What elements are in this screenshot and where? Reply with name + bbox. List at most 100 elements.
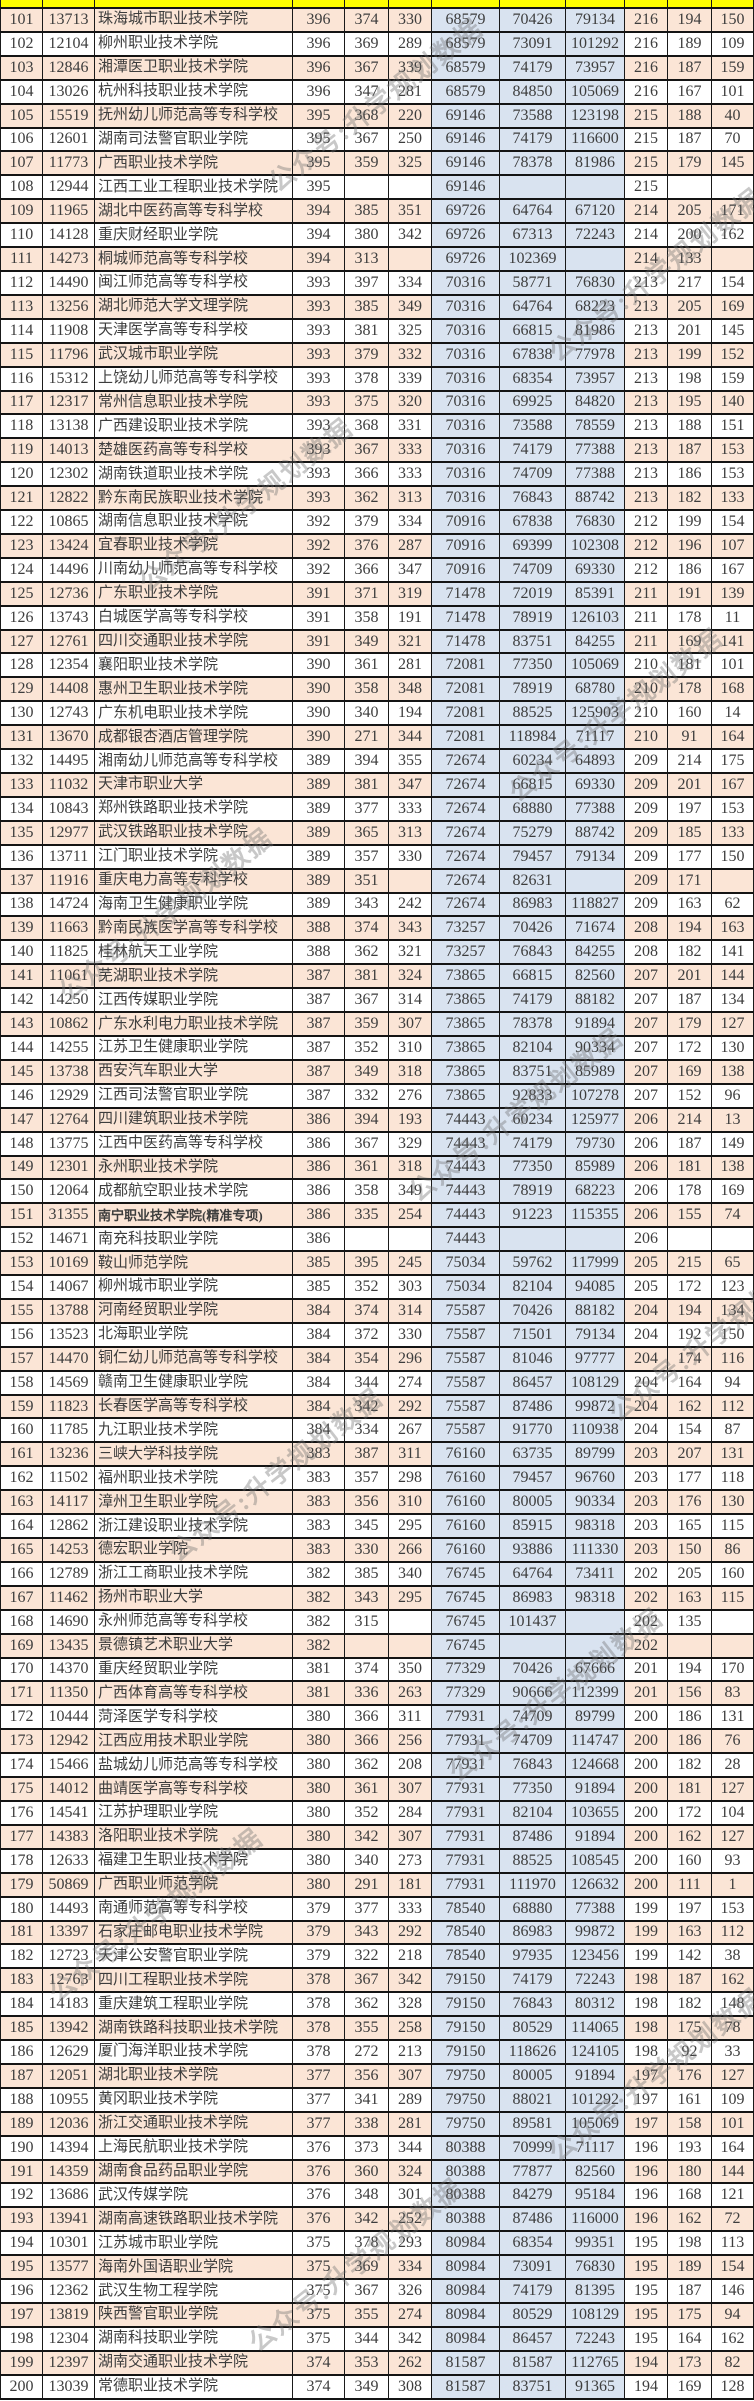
cell-score-b: 332: [345, 1084, 389, 1107]
cell-rank: 156: [0, 1323, 43, 1346]
cell-score-a: 384: [293, 1395, 345, 1418]
table-row: 103 12846 湘潭医卫职业技术学院 396 367 339 68579 74179 739…: [0, 56, 754, 81]
cell-score-b: 341: [345, 2088, 389, 2111]
cell-converted-a: 196: [625, 2160, 668, 2183]
cell-score-a: 396: [293, 56, 345, 79]
cell-converted-b: [668, 1634, 712, 1657]
table-row: 158 14569 赣南卫生健康职业学院 384 344 274 75587 86457 108…: [0, 1371, 754, 1396]
cell-converted-c: 76: [712, 1730, 754, 1753]
table-row: 177 14383 洛阳职业技术学院 380 342 307 77931 87486 91894…: [0, 1825, 754, 1850]
cell-score-b: 362: [345, 941, 389, 964]
cell-converted-b: 172: [668, 1276, 712, 1298]
cell-converted-a: 213: [625, 463, 668, 486]
cell-score-c: 333: [389, 439, 432, 462]
cell-converted-a: 199: [625, 1945, 668, 1968]
cell-converted-b: 179: [668, 1013, 712, 1035]
cell-score-c: 295: [389, 1515, 432, 1537]
cell-converted-a: 203: [625, 1491, 668, 1514]
cell-converted-b: 155: [668, 1204, 712, 1227]
cell-score-c: 301: [389, 2184, 432, 2207]
table-row: 115 11796 武汉城市职业学院 393 379 332 70316 67838 77978…: [0, 343, 754, 368]
cell-position-c: 77388: [566, 797, 625, 820]
cell-rank: 185: [0, 2017, 43, 2040]
cell-position-c: 81986: [566, 152, 625, 175]
cell-score-b: 369: [345, 32, 389, 55]
cell-converted-c: 65: [712, 1252, 754, 1275]
cell-rank: 138: [0, 893, 43, 916]
cell-score-a: 390: [293, 726, 345, 749]
cell-converted-c: 118: [712, 1467, 754, 1490]
cell-converted-b: 205: [668, 295, 712, 318]
cell-position-b: 72019: [500, 582, 566, 605]
cell-converted-a: 209: [625, 869, 668, 892]
cell-position-c: 94085: [566, 1276, 625, 1298]
cell-school-name: 湘南幼儿师范高等专科学校: [95, 750, 293, 772]
cell-score-c: 256: [389, 1730, 432, 1753]
cell-position-b: 82631: [500, 869, 566, 892]
cell-score-b: 342: [345, 1395, 389, 1418]
cell-position-c: 69330: [566, 774, 625, 796]
cell-position-c: 107278: [566, 1084, 625, 1107]
cell-score-a: 396: [293, 80, 345, 103]
cell-position-a: 76160: [432, 1443, 500, 1466]
cell-converted-b: 185: [668, 821, 712, 844]
cell-converted-b: 198: [668, 367, 712, 390]
cell-score-c: 266: [389, 1539, 432, 1561]
table-row: 181 13397 石家庄邮电职业技术学院 379 343 292 78540 86983 99…: [0, 1921, 754, 1946]
cell-school-code: 14117: [43, 1491, 95, 1514]
cell-score-b: 367: [345, 989, 389, 1012]
table-row: 193 13941 湖南高速铁路职业技术学院 376 342 252 80388 87486 1…: [0, 2208, 754, 2233]
cell-score-a: 384: [293, 1419, 345, 1442]
cell-converted-b: 196: [668, 534, 712, 557]
cell-score-c: 193: [389, 1108, 432, 1131]
cell-school-name: 重庆电力高等专科学校: [95, 869, 293, 892]
cell-converted-c: 162: [712, 224, 754, 247]
cell-score-b: 367: [345, 1969, 389, 1992]
cell-score-a: 387: [293, 1036, 345, 1059]
cell-school-name: 曲靖医学高等专科学校: [95, 1778, 293, 1800]
cell-converted-b: 178: [668, 1180, 712, 1203]
cell-converted-c: 28: [712, 1754, 754, 1777]
cell-converted-a: 204: [625, 1371, 668, 1394]
cell-converted-a: 200: [625, 1849, 668, 1872]
cell-position-c: [566, 1610, 625, 1633]
cell-position-b: 74709: [500, 463, 566, 486]
cell-score-c: [389, 1634, 432, 1657]
cell-score-a: 383: [293, 1539, 345, 1561]
cell-position-b: 73588: [500, 104, 566, 127]
cell-score-a: 390: [293, 702, 345, 725]
cell-position-b: 73588: [500, 415, 566, 438]
cell-position-b: 64764: [500, 1562, 566, 1585]
cell-position-c: 97777: [566, 1347, 625, 1370]
cell-score-c: 220: [389, 104, 432, 127]
cell-position-b: 81046: [500, 1347, 566, 1370]
cell-school-name: 天津市职业大学: [95, 774, 293, 796]
cell-score-a: 384: [293, 1371, 345, 1394]
cell-school-name: 南宁职业技术学院(精准专项): [95, 1204, 293, 1227]
cell-school-code: 13738: [43, 1060, 95, 1083]
cell-rank: 101: [0, 9, 43, 31]
cell-rank: 199: [0, 2351, 43, 2374]
table-row: 155 13788 河南经贸职业学院 384 374 314 75587 70426 88182…: [0, 1299, 754, 1324]
cell-score-b: 375: [345, 391, 389, 414]
cell-position-a: 79150: [432, 1969, 500, 1992]
cell-school-name: 永州职业技术学院: [95, 1156, 293, 1179]
cell-score-b: 374: [345, 917, 389, 940]
cell-score-b: 349: [345, 630, 389, 653]
cell-rank: 174: [0, 1754, 43, 1777]
cell-position-b: 91223: [500, 1204, 566, 1227]
cell-position-a: 77931: [432, 1778, 500, 1800]
cell-converted-a: 210: [625, 654, 668, 677]
cell-converted-a: 212: [625, 558, 668, 581]
cell-position-c: 72243: [566, 224, 625, 247]
cell-score-a: 378: [293, 2041, 345, 2063]
cell-position-c: 101292: [566, 32, 625, 55]
cell-score-c: 350: [389, 1658, 432, 1681]
cell-converted-b: 162: [668, 1395, 712, 1418]
cell-score-a: 385: [293, 1252, 345, 1275]
cell-position-c: 108545: [566, 1849, 625, 1872]
cell-school-name: 湖北中医药高等专科学校: [95, 200, 293, 223]
header-cell-score-b: [345, 0, 389, 7]
cell-score-a: 392: [293, 558, 345, 581]
cell-school-code: 11061: [43, 965, 95, 988]
